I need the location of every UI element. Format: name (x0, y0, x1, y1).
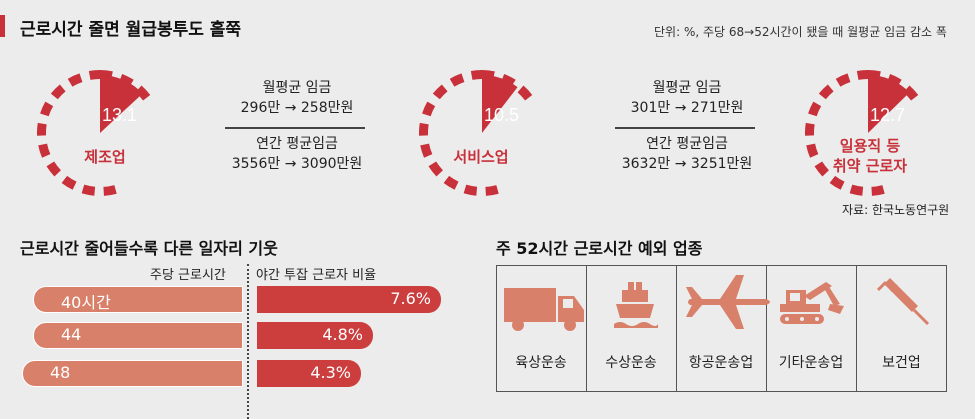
bar-value-label-1: 4.8% (322, 325, 363, 344)
wage-stat-1-monthly: 월평균 임금 301만 → 271만원 (612, 78, 762, 118)
bar-value-label-0: 7.6% (390, 289, 431, 308)
bar-hours-1 (33, 322, 243, 349)
source-note: 자료: 한국노동연구원 (842, 203, 950, 217)
gauges-svg: 13.1 10.5 12.7 (37, 70, 931, 196)
bar-chart-title: 근로시간 줄어들수록 다른 일자리 기웃 (20, 239, 278, 258)
wage-stat-1-divider (615, 127, 755, 129)
bar-chart-ylabel: 야간 투잡 근로자 비율 (256, 268, 377, 283)
exceptions-title: 주 52시간 근로시간 예외 업종 (496, 239, 703, 258)
gauge-wedge-0 (100, 75, 143, 133)
bar-value-0 (257, 286, 441, 313)
ship-icon (614, 282, 658, 328)
gauge-label-0: 제조업 (84, 148, 126, 166)
exceptions-icons (504, 275, 930, 331)
bar-chart-divider (247, 264, 249, 419)
bar-value-2 (257, 360, 361, 387)
gauge-wedge-1 (482, 75, 518, 133)
title-accent-bar (0, 15, 5, 37)
wage-stat-1-monthly-change: 301만 → 271만원 (630, 100, 744, 116)
gauge-label-2: 일용직 등 취약 근로자 (810, 136, 930, 176)
ex-divider-2 (676, 265, 677, 392)
bar-category-2: 48 (50, 363, 71, 382)
gauge-label-1: 서비스업 (453, 148, 509, 166)
gauge-wedge-2 (868, 75, 910, 133)
wage-stat-0-annual: 연간 평균임금 3556만 → 3090만원 (222, 134, 372, 174)
exception-label-3: 기타운송업 (778, 355, 844, 371)
bar-hours-2 (22, 360, 243, 387)
bar-category-0: 40시간 (61, 293, 111, 312)
unit-note: 단위: %, 주당 68→52시간이 됐을 때 월평균 임금 감소 폭 (654, 25, 947, 39)
bar-value-label-2: 4.3% (310, 363, 351, 382)
ex-divider-4 (856, 265, 857, 392)
wage-stat-0-monthly-label: 월평균 임금 (262, 80, 332, 96)
wage-stat-0-annual-change: 3556만 → 3090만원 (231, 156, 363, 172)
syringe-icon (876, 278, 930, 326)
gauge-value-1: 10.5 (484, 105, 519, 125)
bar-chart-xlabel: 주당 근로시간 (150, 268, 226, 283)
wage-stat-0-divider (225, 127, 365, 129)
gauge-value-2: 12.7 (870, 105, 905, 125)
main-title: 근로시간 줄면 월급봉투도 홀쭉 (20, 20, 242, 40)
gauge-label-2-line2: 취약 근로자 (832, 157, 908, 175)
wage-stat-1-monthly-label: 월평균 임금 (652, 80, 722, 96)
wage-stat-1-annual-label: 연간 평균임금 (646, 136, 728, 152)
wage-stat-0-annual-label: 연간 평균임금 (256, 136, 338, 152)
wage-stat-1-annual: 연간 평균임금 3632만 → 3251만원 (612, 134, 762, 174)
ex-divider-1 (586, 265, 587, 392)
wage-stat-0-monthly: 월평균 임금 296만 → 258만원 (222, 78, 372, 118)
exception-label-2: 항공운송업 (688, 355, 754, 371)
airplane-icon (686, 275, 770, 329)
bar-category-1: 44 (61, 325, 82, 344)
bar-hours-0 (33, 286, 243, 313)
exception-label-0: 육상운송 (515, 355, 567, 371)
bar-value-1 (257, 322, 373, 349)
exceptions-box (496, 265, 947, 392)
gauge-label-2-line1: 일용직 등 (839, 137, 901, 155)
truck-icon (504, 288, 584, 331)
gauge-value-0: 13.1 (102, 105, 137, 125)
wage-stat-0-monthly-change: 296만 → 258만원 (240, 100, 354, 116)
wage-stat-1-annual-change: 3632만 → 3251만원 (621, 156, 753, 172)
ex-divider-3 (766, 265, 767, 392)
excavator-icon (780, 282, 844, 324)
exception-label-4: 보건업 (882, 355, 921, 371)
exception-label-1: 수상운송 (605, 355, 657, 371)
